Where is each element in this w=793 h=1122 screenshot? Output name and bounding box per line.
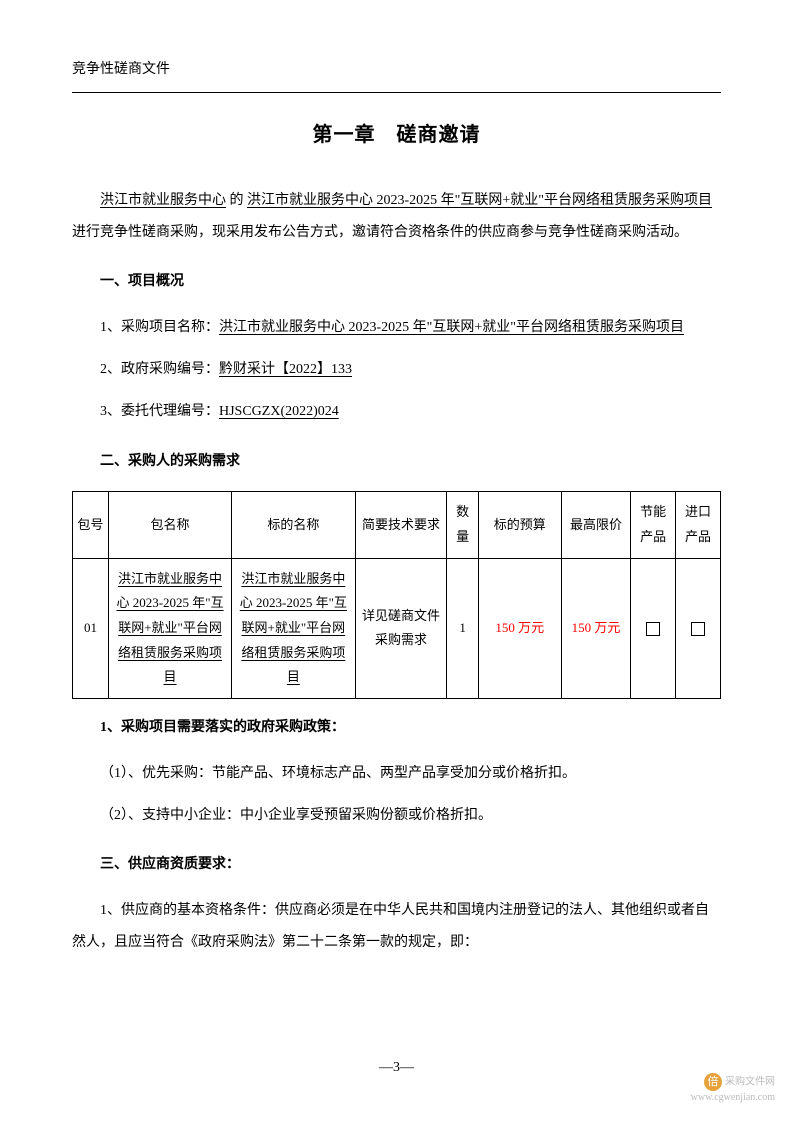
item1-value: 洪江市就业服务中心 2023-2025 年"互联网+就业"平台网络租赁服务采购项… — [219, 320, 684, 335]
th-import: 进口产品 — [676, 492, 721, 558]
section1-item2: 2、政府采购编号：黔财采计【2022】133 — [72, 354, 721, 386]
th-qty: 数量 — [447, 492, 478, 558]
th-energy: 节能产品 — [631, 492, 676, 558]
td-pkgname: 洪江市就业服务中心 2023-2025 年"互联网+就业"平台网络租赁服务采购项… — [108, 558, 231, 698]
chapter-title: 第一章 磋商邀请 — [72, 113, 721, 157]
th-budget: 标的预算 — [478, 492, 561, 558]
item3-value: HJSCGZX(2022)024 — [219, 404, 339, 419]
intro-paragraph: 洪江市就业服务中心 的 洪江市就业服务中心 2023-2025 年"互联网+就业… — [72, 185, 721, 249]
section1-item3: 3、委托代理编号：HJSCGZX(2022)024 — [72, 396, 721, 428]
pkgname-text: 洪江市就业服务中心 2023-2025 年"互联网+就业"平台网络租赁服务采购项… — [116, 571, 223, 685]
td-qty: 1 — [447, 558, 478, 698]
target-text: 洪江市就业服务中心 2023-2025 年"互联网+就业"平台网络租赁服务采购项… — [240, 571, 347, 685]
intro-connector: 的 — [226, 193, 247, 208]
table-row: 01 洪江市就业服务中心 2023-2025 年"互联网+就业"平台网络租赁服务… — [73, 558, 721, 698]
td-pkgno: 01 — [73, 558, 109, 698]
section1-title: 一、项目概况 — [72, 267, 721, 298]
budget-unit: 万元 — [515, 620, 544, 635]
section2-title: 二、采购人的采购需求 — [72, 447, 721, 478]
th-pkgname: 包名称 — [108, 492, 231, 558]
watermark: 倍采购文件网 www.cgwenjian.com — [691, 1073, 775, 1104]
watermark-icon: 倍 — [704, 1073, 722, 1091]
table-header-row: 包号 包名称 标的名称 简要技术要求 数量 标的预算 最高限价 节能产品 进口产… — [73, 492, 721, 558]
td-max: 150 万元 — [561, 558, 631, 698]
watermark-line1: 倍采购文件网 — [691, 1073, 775, 1091]
th-target: 标的名称 — [232, 492, 355, 558]
section1-item1: 1、采购项目名称：洪江市就业服务中心 2023-2025 年"互联网+就业"平台… — [72, 312, 721, 344]
td-import — [676, 558, 721, 698]
intro-tail: 进行竞争性磋商采购，现采用发布公告方式，邀请符合资格条件的供应商参与竞争性磋商采… — [72, 225, 688, 240]
energy-checkbox — [646, 622, 660, 636]
watermark-name: 采购文件网 — [725, 1076, 775, 1087]
budget-num: 150 — [495, 620, 515, 635]
intro-project: 洪江市就业服务中心 2023-2025 年"互联网+就业"平台网络租赁服务采购项… — [247, 193, 712, 208]
th-pkgno: 包号 — [73, 492, 109, 558]
policy-item2: （2）、支持中小企业：中小企业享受预留采购份额或价格折扣。 — [72, 800, 721, 832]
td-budget: 150 万元 — [478, 558, 561, 698]
max-num: 150 — [572, 620, 592, 635]
header-divider — [72, 92, 721, 93]
item3-label: 3、委托代理编号： — [100, 404, 219, 419]
section3-title: 三、供应商资质要求： — [72, 850, 721, 881]
td-energy — [631, 558, 676, 698]
document-header: 竞争性磋商文件 — [72, 55, 721, 86]
th-tech: 简要技术要求 — [355, 492, 447, 558]
max-unit: 万元 — [591, 620, 620, 635]
td-tech: 详见磋商文件采购需求 — [355, 558, 447, 698]
item2-label: 2、政府采购编号： — [100, 362, 219, 377]
header-title: 竞争性磋商文件 — [72, 62, 170, 77]
intro-org: 洪江市就业服务中心 — [100, 193, 226, 208]
item2-value: 黔财采计【2022】133 — [219, 362, 352, 377]
import-checkbox — [691, 622, 705, 636]
item1-label: 1、采购项目名称： — [100, 320, 219, 335]
policy-item1: （1）、优先采购：节能产品、环境标志产品、两型产品享受加分或价格折扣。 — [72, 758, 721, 790]
page-number: —3— — [0, 1053, 793, 1084]
requirements-table: 包号 包名称 标的名称 简要技术要求 数量 标的预算 最高限价 节能产品 进口产… — [72, 491, 721, 699]
section3-item1: 1、供应商的基本资格条件：供应商必须是在中华人民共和国境内注册登记的法人、其他组… — [72, 895, 721, 959]
watermark-url: www.cgwenjian.com — [691, 1091, 775, 1104]
th-max: 最高限价 — [561, 492, 631, 558]
td-target: 洪江市就业服务中心 2023-2025 年"互联网+就业"平台网络租赁服务采购项… — [232, 558, 355, 698]
policy-title: 1、采购项目需要落实的政府采购政策： — [72, 713, 721, 744]
